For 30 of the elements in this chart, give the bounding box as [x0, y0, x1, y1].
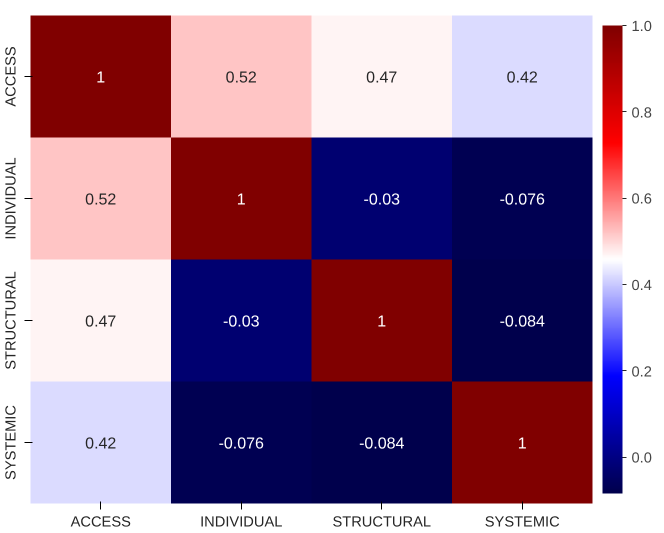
data-label: -0.084	[500, 314, 546, 330]
data-label: 1	[518, 436, 527, 452]
data-label: 0.47	[366, 70, 398, 86]
x-tick-label: ACCESS	[70, 514, 132, 530]
data-label: -0.03	[223, 314, 260, 330]
data-label: -0.084	[359, 436, 405, 452]
data-label: 0.47	[85, 314, 116, 330]
x-tick-label: INDIVIDUAL	[200, 514, 282, 530]
data-label: 1	[96, 70, 106, 86]
y-tick-label: ACCESS	[4, 46, 20, 107]
data-label: 1	[236, 192, 246, 208]
color-bar-label: 0.2	[632, 364, 652, 380]
y-tick-label: INDIVIDUAL	[4, 157, 20, 240]
data-label: 0.52	[85, 192, 116, 208]
data-label: 1	[377, 314, 386, 330]
color-bar-label: 1.0	[632, 19, 652, 35]
data-label: 0.42	[506, 70, 538, 86]
x-tick-label: STRUCTURAL	[332, 514, 432, 530]
data-label: -0.03	[364, 192, 400, 208]
color-bar-label: 0.8	[632, 105, 652, 122]
color-bar-label: 0.0	[632, 450, 652, 467]
data-label: -0.076	[500, 192, 546, 208]
data-label: 0.52	[226, 70, 257, 86]
data-label: -0.076	[218, 436, 264, 452]
color-bar-label: 0.4	[632, 278, 652, 294]
color-bar-label: 0.6	[632, 192, 652, 208]
y-tick-label: STRUCTURAL	[4, 271, 20, 370]
data-label: 0.42	[85, 436, 116, 452]
y-tick-label: SYSTEMIC	[4, 404, 20, 480]
x-tick-label: SYSTEMIC	[484, 514, 560, 530]
